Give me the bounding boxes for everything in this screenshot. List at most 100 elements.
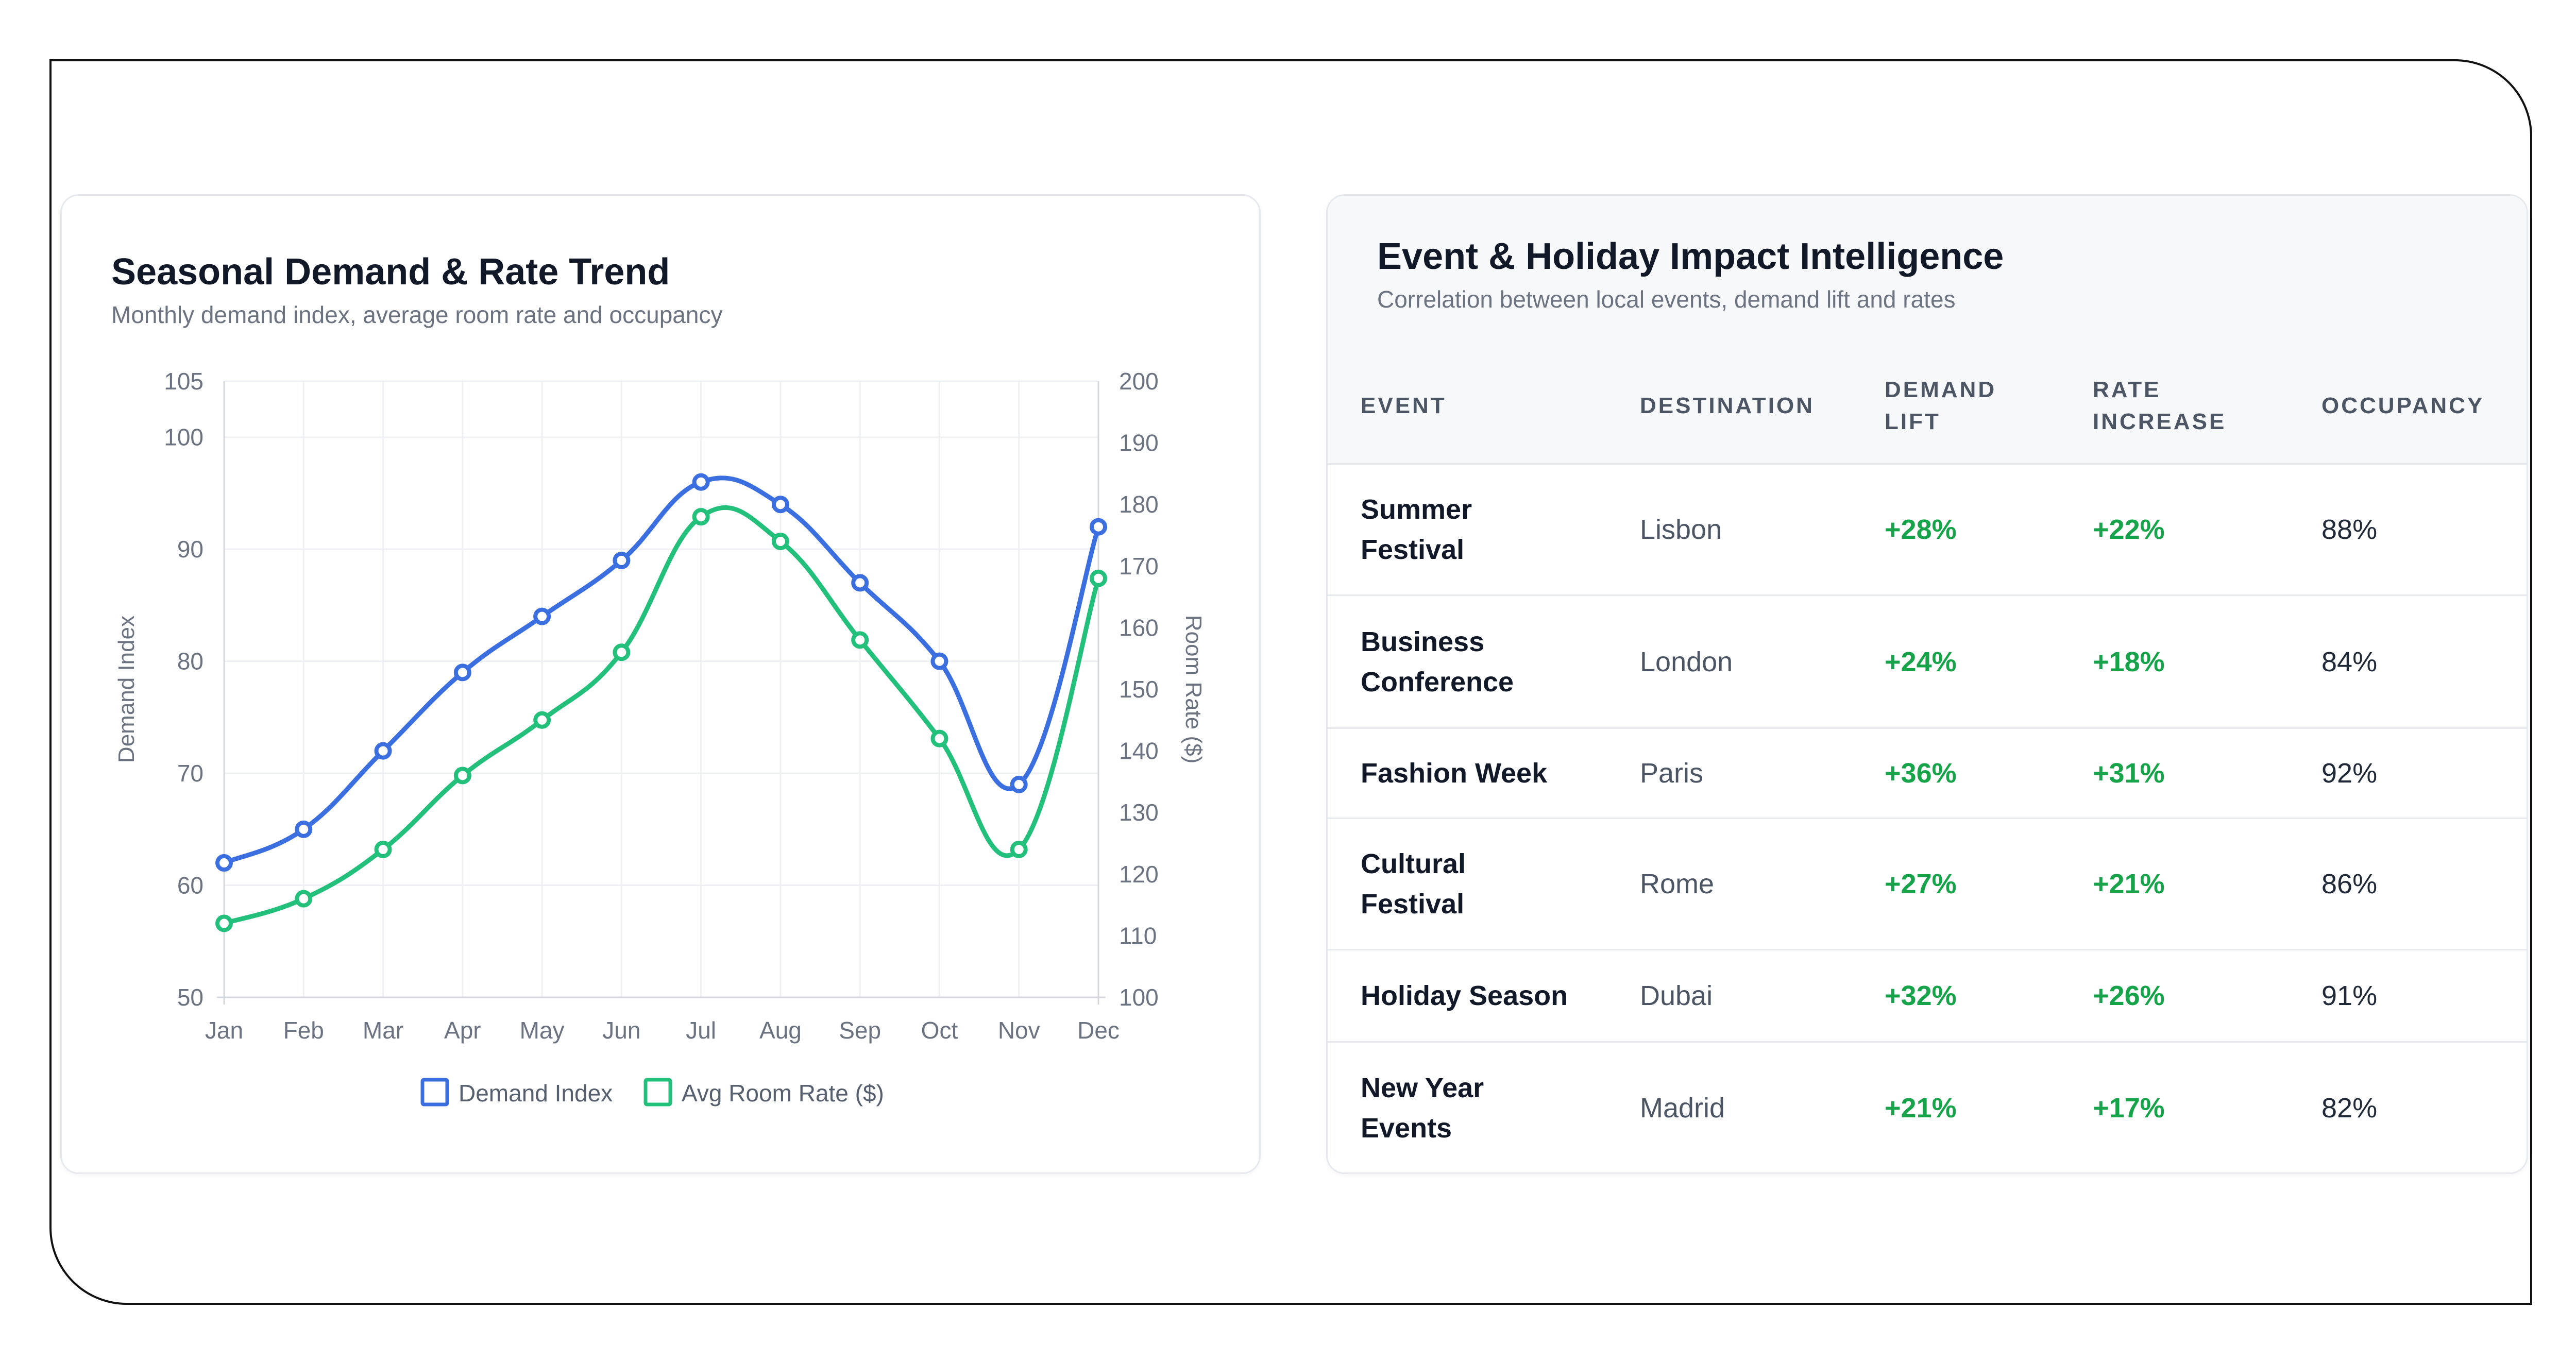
y-right-tick-label: 110 [1119,922,1157,949]
y-right-tick-label: 190 [1119,430,1159,456]
x-tick-label: Nov [998,1017,1040,1044]
demand-index-point [692,473,710,491]
y-right-tick-label: 120 [1119,861,1159,888]
demand-index-legend-swatch [420,1078,449,1107]
event-name: New Year Events [1361,1073,1484,1144]
demand-index-line [222,475,1101,865]
x-tick-label: Oct [921,1017,958,1044]
occupancy-cell: 86% [2321,869,2378,899]
rate-increase-cell: +21% [2093,869,2165,899]
rate-increase-cell: +22% [2093,514,2165,545]
demand-lift-cell: +24% [1885,646,1957,677]
destination-cell: Rome [1640,869,1715,899]
table-row[interactable]: Cultural Festival Rome +27% +21% 86% [1328,819,2527,950]
avg-room-rate-legend-swatch [643,1078,672,1107]
rate-increase-cell: +18% [2093,646,2165,677]
table-row[interactable]: Holiday Season Dubai +32% +26% 91% [1328,950,2527,1043]
y-left-tick-label: 70 [177,760,204,787]
avg-room-rate-point [613,643,631,661]
event-name: Cultural Festival [1361,848,1466,920]
rate-increase-cell: +17% [2093,1093,2165,1124]
avg-room-rate-point [1090,569,1107,587]
destination-cell: Dubai [1640,980,1713,1011]
x-tick-label: Mar [363,1017,403,1044]
demand-index-point [930,652,948,670]
y-right-axis-title: Room Rate ($) [1181,615,1206,764]
demand-lift-cell: +28% [1885,514,1957,545]
demand-index-point [613,551,631,569]
x-tick-label: Jul [686,1017,716,1044]
y-left-tick-label: 100 [164,424,204,451]
avg-room-rate-point [930,729,948,747]
x-tick-label: Dec [1077,1017,1120,1044]
demand-index-point [771,496,789,514]
x-tick-label: Jun [602,1017,640,1044]
avg-room-rate-point [1010,840,1028,858]
destination-cell: Lisbon [1640,514,1722,545]
destination-cell: London [1640,646,1733,677]
rate-increase-cell: +31% [2093,758,2165,789]
event-card-header: Event & Holiday Impact Intelligence Corr… [1328,196,2527,350]
event-card-subtitle: Correlation between local events, demand… [1377,286,1956,313]
destination-cell: Madrid [1640,1093,1725,1124]
event-name: Fashion Week [1361,758,1548,789]
chart-card-subtitle: Monthly demand index, average room rate … [111,301,723,328]
occupancy-cell: 82% [2321,1093,2378,1124]
avg-room-rate-point [533,711,551,729]
demand-index-legend-label: Demand Index [459,1080,613,1107]
demand-index-point [215,854,233,872]
seasonal-trend-card: Seasonal Demand & Rate Trend Monthly dem… [60,194,1261,1174]
occupancy-cell: 88% [2321,514,2378,545]
x-tick-label: Feb [283,1017,324,1044]
demand-lift-cell: +27% [1885,869,1957,899]
demand-index-point [851,574,869,592]
demand-index-point [453,664,471,682]
avg-room-rate-point [295,890,313,908]
y-right-tick-label: 170 [1119,553,1159,580]
avg-room-rate-point [851,631,869,649]
y-left-tick-label: 90 [177,536,204,563]
event-name: Summer Festival [1361,494,1472,565]
demand-lift-cell: +21% [1885,1093,1957,1124]
table-row[interactable]: Business Conference London +24% +18% 84% [1328,596,2527,729]
table-row[interactable]: New Year Events Madrid +21% +17% 82% [1328,1043,2527,1172]
table-header-row: EVENT DESTINATION DEMAND LIFT RATE INCREASE… [1328,348,2527,465]
avg-room-rate-legend-label: Avg Room Rate ($) [682,1080,884,1107]
demand-rate-chart: 50 60 70 80 90 100 105 100 110 120 130 140 150 160 170… [114,368,1206,1107]
demand-index-point [1010,775,1028,793]
demand-index-point [1090,518,1107,536]
rate-increase-cell: +26% [2093,980,2165,1011]
y-right-tick-label: 100 [1119,984,1159,1011]
y-right-tick-label: 140 [1119,738,1159,764]
chart-card-title: Seasonal Demand & Rate Trend [111,251,670,293]
y-right-tick-label: 180 [1119,491,1159,518]
occupancy-cell: 84% [2321,646,2378,677]
column-header[interactable]: DEMAND LIFT [1885,377,1997,434]
demand-index-point [374,742,392,760]
table-row[interactable]: Summer Festival Lisbon +28% +22% 88% [1328,465,2527,596]
x-tick-label: Jan [205,1017,243,1044]
x-tick-label: Apr [444,1017,481,1044]
column-header[interactable]: DESTINATION [1640,393,1815,418]
destination-cell: Paris [1640,758,1704,789]
x-tick-label: May [520,1017,565,1044]
avg-room-rate-point [692,508,710,526]
column-header[interactable]: EVENT [1361,393,1447,418]
y-left-tick-label: 50 [177,984,204,1011]
y-right-tick-label: 150 [1119,676,1159,703]
occupancy-cell: 92% [2321,758,2378,789]
event-name: Holiday Season [1361,980,1568,1011]
avg-room-rate-point [453,767,471,785]
y-right-tick-label: 200 [1119,368,1159,395]
x-tick-label: Aug [759,1017,802,1044]
event-name: Business Conference [1361,626,1514,697]
demand-lift-cell: +36% [1885,758,1957,789]
event-card-title: Event & Holiday Impact Intelligence [1377,236,2004,277]
table-row[interactable]: Fashion Week Paris +36% +31% 92% [1328,729,2527,819]
column-header[interactable]: OCCUPANCY [2321,393,2485,418]
column-header[interactable]: RATE INCREASE [2093,377,2227,434]
x-tick-label: Sep [839,1017,881,1044]
y-right-tick-label: 130 [1119,799,1159,826]
avg-room-rate-point [374,840,392,858]
event-impact-card: Event & Holiday Impact Intelligence Corr… [1326,194,2528,1174]
